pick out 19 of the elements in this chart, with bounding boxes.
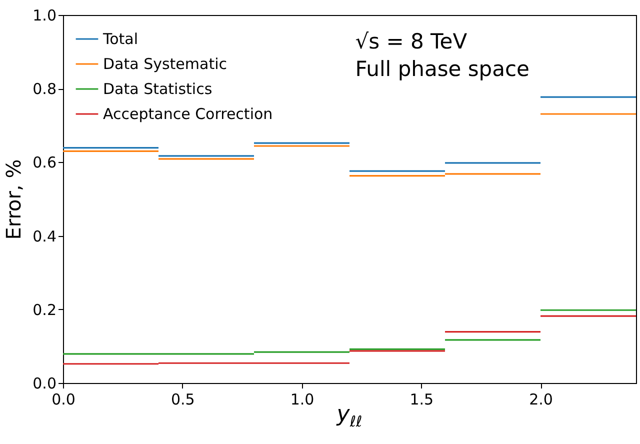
y-tick-label: 0.8 (32, 80, 56, 98)
x-axis-title: y$_{ℓℓ}$ (336, 402, 362, 430)
legend-label: Total (102, 30, 138, 48)
x-tick-label: 0.5 (170, 390, 195, 408)
y-tick-label: 0.0 (32, 374, 56, 392)
y-tick-label: 0.6 (32, 154, 56, 172)
annotation: √s = 8 TeV (355, 30, 468, 54)
legend-label: Data Systematic (103, 55, 228, 73)
y-axis-title: Error, % (2, 159, 26, 240)
x-tick-label: 2.0 (529, 390, 553, 408)
x-tick-label: 1.5 (410, 390, 434, 408)
x-tick-label: 0.0 (52, 390, 76, 408)
y-tick-label: 1.0 (32, 6, 56, 24)
legend-label: Data Statistics (103, 80, 212, 98)
x-tick-label: 1.0 (290, 390, 314, 408)
y-tick-label: 0.2 (32, 300, 56, 319)
annotation: Full phase space (355, 57, 530, 82)
legend-label: Acceptance Correction (103, 105, 273, 123)
y-tick-label: 0.4 (32, 227, 56, 246)
